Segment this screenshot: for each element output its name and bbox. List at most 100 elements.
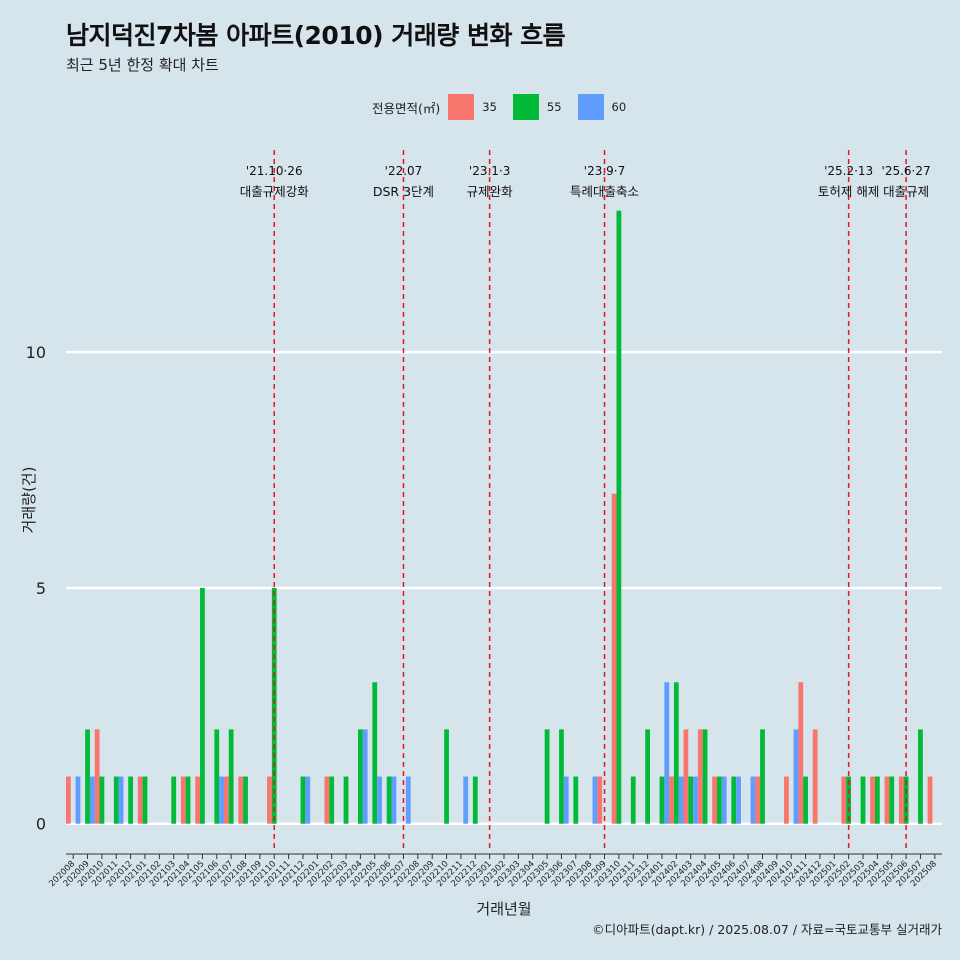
bar-55-202503 bbox=[860, 776, 866, 824]
bar-55-202311 bbox=[630, 776, 636, 824]
bar-60-202306 bbox=[563, 776, 569, 824]
legend-label-60: 60 bbox=[611, 100, 627, 114]
legend-title: 전용면적(㎡) bbox=[372, 100, 441, 116]
bar-55-202403 bbox=[688, 776, 694, 824]
bar-35-202405 bbox=[712, 776, 718, 824]
bar-55-202105 bbox=[200, 587, 205, 824]
y-tick-label: 0 bbox=[36, 815, 46, 834]
bar-55-202504 bbox=[874, 776, 880, 824]
event-date-label: '22.07 bbox=[385, 164, 423, 178]
bar-55-202307 bbox=[573, 776, 579, 824]
bar-60-202405 bbox=[721, 776, 727, 824]
bar-35-202506 bbox=[898, 776, 904, 824]
bar-35-202310 bbox=[611, 493, 617, 824]
bar-35-202105 bbox=[195, 776, 201, 824]
bar-60-202106 bbox=[219, 776, 224, 824]
bar-60-202207 bbox=[405, 776, 411, 824]
bar-35-202104 bbox=[180, 776, 186, 824]
legend-label-55: 55 bbox=[546, 100, 562, 114]
bar-60-202008 bbox=[75, 776, 81, 824]
bar-55-202404 bbox=[702, 729, 708, 824]
x-axis-title: 거래년월 bbox=[476, 900, 531, 918]
bar-60-202406 bbox=[736, 776, 741, 824]
bar-55-202108 bbox=[243, 776, 248, 824]
bar-35-202108 bbox=[238, 776, 244, 824]
bar-35-202408 bbox=[755, 776, 761, 824]
y-tick-label: 5 bbox=[36, 579, 46, 598]
legend-label-35: 35 bbox=[482, 100, 497, 114]
bar-35-202404 bbox=[697, 729, 703, 824]
bar-55-202411 bbox=[803, 776, 808, 824]
bar-55-202210 bbox=[444, 729, 449, 824]
bar-35-202505 bbox=[884, 776, 890, 824]
event-date-label: '25.6·27 bbox=[882, 164, 931, 178]
bar-60-202410 bbox=[793, 729, 799, 824]
bar-35-202410 bbox=[784, 776, 789, 824]
event-date-label: '23.9·7 bbox=[584, 164, 625, 178]
bar-35-202504 bbox=[870, 776, 875, 824]
chart-title: 남지덕진7차봄 아파트(2010) 거래량 변화 흐름 bbox=[66, 21, 566, 50]
bar-35-202110 bbox=[267, 776, 272, 824]
y-axis-title: 거래량(건) bbox=[20, 467, 38, 534]
bar-60-202009 bbox=[89, 776, 95, 824]
bar-55-202505 bbox=[889, 776, 895, 824]
bar-55-202406 bbox=[731, 776, 737, 824]
event-date-label: '25.2·13 bbox=[824, 164, 873, 178]
bar-35-202402 bbox=[669, 776, 674, 824]
bar-60-202402 bbox=[678, 776, 684, 824]
bar-55-202212 bbox=[472, 776, 478, 824]
event-label: 대출규제강화 bbox=[240, 184, 310, 199]
bar-35-202508 bbox=[927, 776, 933, 824]
bar-35-202008 bbox=[66, 776, 71, 824]
bar-55-202205 bbox=[372, 682, 378, 824]
bar-35-202107 bbox=[223, 776, 229, 824]
bar-55-202101 bbox=[142, 776, 148, 824]
bar-55-202103 bbox=[171, 776, 177, 824]
bar-55-202112 bbox=[300, 776, 306, 824]
legend-swatch-60 bbox=[577, 94, 604, 120]
bar-35-202403 bbox=[683, 729, 689, 824]
bar-55-202202 bbox=[329, 776, 335, 824]
event-label: 토허제 해제 bbox=[818, 184, 879, 199]
bar-60-202211 bbox=[463, 776, 469, 824]
bar-35-202411 bbox=[798, 682, 804, 824]
bar-60-202401 bbox=[664, 682, 670, 824]
bar-60-202112 bbox=[305, 776, 311, 824]
legend-swatch-55 bbox=[512, 94, 539, 120]
bar-35-202502 bbox=[841, 776, 847, 824]
bar-55-202011 bbox=[113, 776, 119, 824]
bar-55-202401 bbox=[659, 776, 665, 824]
bar-55-202107 bbox=[228, 729, 234, 824]
bar-55-202010 bbox=[99, 776, 105, 824]
bar-55-202110 bbox=[271, 587, 277, 824]
bar-55-202310 bbox=[616, 210, 622, 824]
bar-55-202104 bbox=[185, 776, 191, 824]
event-label: 특례대출축소 bbox=[570, 184, 639, 199]
bar-60-202407 bbox=[750, 776, 756, 824]
event-date-label: '21.10·26 bbox=[246, 164, 303, 178]
bar-55-202204 bbox=[358, 729, 363, 824]
source-caption: ©디아파트(dapt.kr) / 2025.08.07 / 자료=국토교통부 실… bbox=[592, 922, 942, 937]
legend: 전용면적(㎡) 35 55 60 bbox=[372, 92, 642, 122]
y-tick-label: 10 bbox=[26, 343, 46, 362]
bar-35-202309 bbox=[597, 776, 603, 824]
bar-55-202306 bbox=[559, 729, 564, 824]
bar-60-202204 bbox=[362, 729, 368, 824]
bar-60-202206 bbox=[391, 776, 397, 824]
bar-35-202010 bbox=[94, 729, 100, 824]
event-date-label: '23.1·3 bbox=[469, 164, 510, 178]
bar-55-202009 bbox=[85, 729, 90, 824]
event-label: 규제완화 bbox=[467, 184, 514, 199]
legend-swatch-35 bbox=[448, 94, 475, 120]
bar-55-202203 bbox=[343, 776, 349, 824]
bar-60-202403 bbox=[693, 776, 698, 824]
event-label: DSR 3단계 bbox=[373, 184, 434, 199]
bar-35-202202 bbox=[324, 776, 330, 824]
bar-55-202206 bbox=[386, 776, 392, 824]
bar-55-202402 bbox=[673, 682, 679, 824]
bar-35-202101 bbox=[137, 776, 143, 824]
bar-55-202106 bbox=[214, 729, 220, 824]
bar-55-202405 bbox=[717, 776, 722, 824]
bar-55-202408 bbox=[760, 729, 765, 824]
